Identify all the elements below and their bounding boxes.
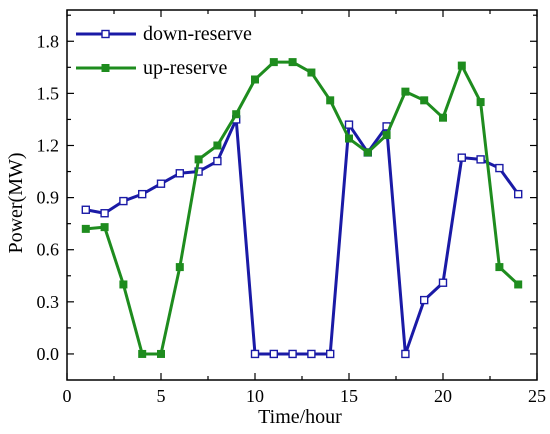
up-reserve-point bbox=[175, 263, 184, 272]
down-reserve-point bbox=[307, 349, 316, 359]
legend-label: up-reserve bbox=[143, 57, 228, 79]
legend-swatch-marker bbox=[101, 29, 110, 39]
down-reserve-point bbox=[438, 278, 448, 287]
series-down-reserve bbox=[81, 115, 523, 359]
down-reserve-point bbox=[288, 349, 297, 359]
legend-swatch-marker bbox=[101, 64, 110, 72]
y-tick-label: 0.9 bbox=[37, 188, 60, 208]
legend-item-up-reserve: up-reserve bbox=[76, 57, 228, 79]
down-reserve-point bbox=[100, 209, 109, 218]
up-reserve-point bbox=[232, 110, 241, 119]
up-reserve-point bbox=[138, 349, 147, 358]
down-reserve-point bbox=[81, 205, 91, 214]
x-tick-label: 0 bbox=[63, 386, 72, 406]
x-tick-label: 10 bbox=[246, 386, 264, 406]
up-reserve-point bbox=[326, 96, 335, 105]
legend-label: down-reserve bbox=[143, 23, 252, 45]
up-reserve-point bbox=[119, 280, 128, 289]
legend-item-down-reserve: down-reserve bbox=[76, 23, 252, 45]
up-reserve-point bbox=[363, 148, 372, 157]
up-reserve-point bbox=[401, 87, 410, 96]
up-reserve-point bbox=[420, 96, 429, 105]
x-tick-label: 25 bbox=[528, 386, 546, 406]
up-reserve-point bbox=[382, 131, 391, 140]
series-layer bbox=[81, 58, 523, 359]
down-reserve-point bbox=[401, 349, 410, 359]
y-tick-label: 0.6 bbox=[37, 240, 60, 260]
y-tick-label: 0.3 bbox=[37, 292, 60, 312]
down-reserve-point bbox=[250, 349, 260, 359]
down-reserve-point bbox=[137, 189, 147, 199]
up-reserve-point bbox=[457, 61, 466, 70]
x-tick-label: 20 bbox=[434, 386, 452, 406]
up-reserve-point bbox=[439, 113, 447, 122]
down-reserve-point bbox=[119, 196, 128, 206]
x-tick-label: 5 bbox=[157, 386, 166, 406]
up-reserve-point bbox=[157, 349, 165, 358]
up-reserve-point bbox=[345, 134, 353, 143]
up-reserve-point bbox=[307, 68, 316, 77]
down-reserve-point bbox=[213, 156, 222, 166]
down-reserve-point bbox=[495, 163, 504, 173]
y-tick-label: 1.5 bbox=[37, 83, 60, 103]
up-reserve-point bbox=[495, 263, 504, 272]
x-axis-title: Time/hour bbox=[258, 406, 342, 428]
x-tick-label: 15 bbox=[340, 386, 358, 406]
down-reserve-point bbox=[344, 120, 354, 129]
y-tick-label: 1.2 bbox=[37, 135, 60, 155]
axis-ticks: 0 5 10 15 20 25 0.0 0.3 0.6 0.9 1.2 1.5 1.8 bbox=[37, 10, 546, 406]
down-reserve-point bbox=[476, 155, 485, 164]
up-reserve-point bbox=[288, 58, 297, 67]
series-up-reserve bbox=[81, 58, 523, 358]
down-reserve-point bbox=[326, 349, 335, 359]
up-reserve-point bbox=[213, 141, 222, 150]
down-reserve-point bbox=[420, 295, 429, 305]
down-reserve-point bbox=[156, 179, 166, 188]
legend: down-reserve up-reserve bbox=[76, 23, 252, 79]
y-axis-title: Power(MW) bbox=[5, 152, 27, 253]
up-reserve-point bbox=[251, 75, 259, 84]
up-reserve-point bbox=[81, 224, 90, 233]
up-reserve-point bbox=[100, 223, 109, 232]
down-reserve-point bbox=[457, 153, 466, 162]
down-reserve-point bbox=[514, 189, 523, 199]
down-reserve-point bbox=[269, 349, 278, 359]
y-tick-label: 0.0 bbox=[37, 344, 60, 364]
down-reserve-point bbox=[175, 169, 185, 178]
up-reserve-point bbox=[194, 155, 203, 164]
up-reserve-point bbox=[476, 98, 485, 107]
up-reserve-point bbox=[269, 58, 278, 67]
y-tick-label: 1.8 bbox=[37, 31, 60, 51]
up-reserve-point bbox=[514, 280, 523, 289]
down-reserve-line bbox=[85, 117, 520, 356]
